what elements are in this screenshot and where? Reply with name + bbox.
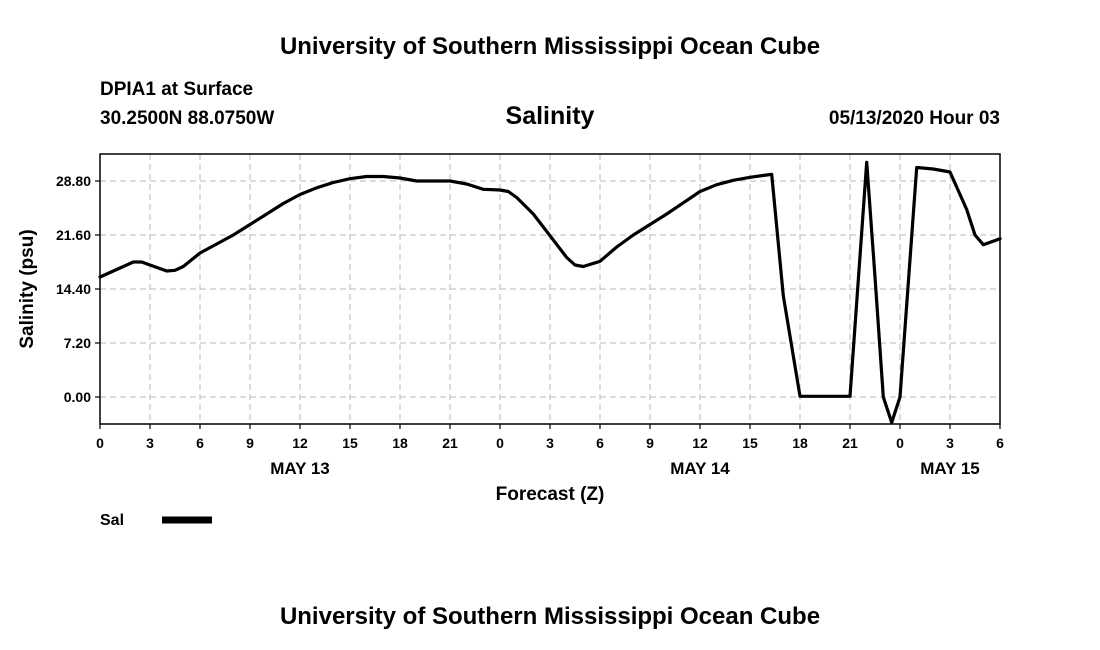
x-tick-label: 18 (392, 435, 408, 451)
x-tick-label: 0 (96, 435, 104, 451)
x-tick-label: 15 (742, 435, 758, 451)
x-tick-label: 6 (196, 435, 204, 451)
x-tick-label: 18 (792, 435, 808, 451)
y-tick-label: 0.00 (64, 389, 91, 405)
y-tick-label: 21.60 (56, 227, 91, 243)
series-line-sal (98, 160, 1002, 425)
chart-title: Salinity (506, 102, 595, 130)
series-layer (98, 160, 1002, 425)
legend-label-sal: Sal (100, 512, 124, 529)
coordinates-label: 30.2500N 88.0750W (100, 108, 274, 129)
x-axis-label: Forecast (Z) (496, 484, 605, 505)
y-tick-label: 7.20 (64, 335, 91, 351)
y-tick-label: 28.80 (56, 173, 91, 189)
x-tick-label: 12 (692, 435, 708, 451)
station-label: DPIA1 at Surface (100, 79, 253, 100)
footer-title: University of Southern Mississippi Ocean… (280, 603, 820, 630)
y-axis-label: Salinity (psu) (17, 229, 38, 348)
day-label: MAY 13 (270, 459, 330, 478)
x-tick-label: 3 (146, 435, 154, 451)
x-tick-label: 6 (996, 435, 1004, 451)
y-tick-label: 14.40 (56, 281, 91, 297)
axes: 0 3 6 9 12 15 18 21 0 3 6 9 12 15 18 21 0 3 6 0.00 7.20 14.40… (56, 173, 1004, 478)
x-tick-label: 12 (292, 435, 308, 451)
grid-lines (100, 154, 1000, 424)
page-title: University of Southern Mississippi Ocean… (280, 33, 820, 60)
timestamp-label: 05/13/2020 Hour 03 (829, 108, 1000, 129)
x-tick-label: 21 (842, 435, 858, 451)
day-label: MAY 15 (920, 459, 980, 478)
x-tick-label: 3 (546, 435, 554, 451)
day-label: MAY 14 (670, 459, 730, 478)
x-tick-label: 0 (496, 435, 504, 451)
x-tick-label: 0 (896, 435, 904, 451)
x-tick-label: 9 (646, 435, 654, 451)
x-tick-label: 15 (342, 435, 358, 451)
legend: Sal (100, 512, 212, 529)
x-tick-label: 6 (596, 435, 604, 451)
plot-frame (99, 153, 1001, 425)
x-tick-label: 3 (946, 435, 954, 451)
x-tick-label: 21 (442, 435, 458, 451)
x-tick-label: 9 (246, 435, 254, 451)
